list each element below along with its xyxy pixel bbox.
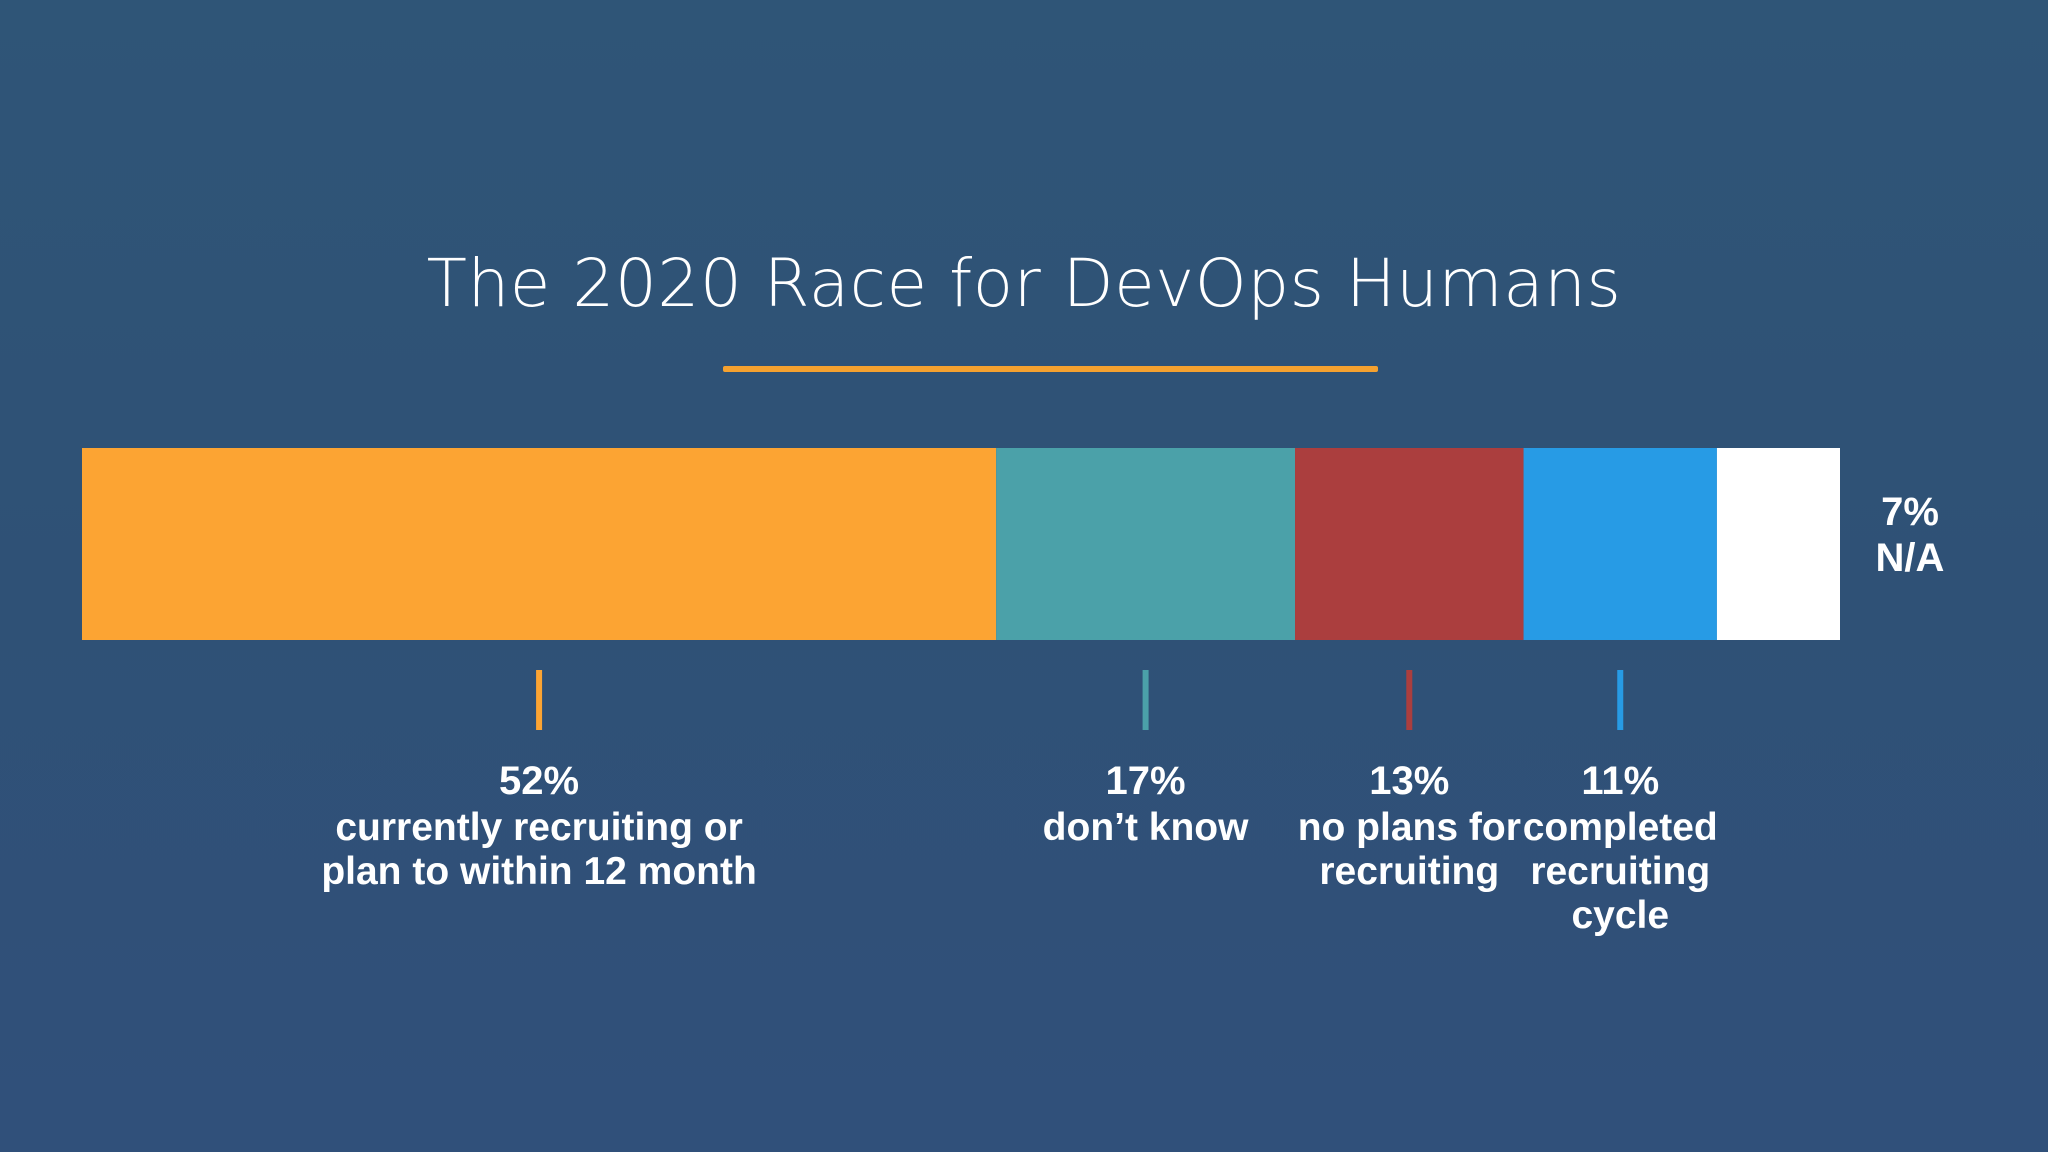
segment-category-label-5-line-1: N/A xyxy=(1876,536,1945,580)
segment-category-label-4-line-2: recruiting xyxy=(1530,850,1710,893)
segment-category-label-3-line-2: recruiting xyxy=(1319,850,1499,893)
segment-value-label-1: 52% xyxy=(499,759,579,803)
segment-category-label-2-line-1: don’t know xyxy=(1043,806,1249,849)
segment-tick-3 xyxy=(1406,670,1413,730)
segment-value-label-4: 11% xyxy=(1581,759,1659,803)
title-underline xyxy=(723,366,1378,372)
bar-segment-2 xyxy=(996,448,1296,640)
bar-segment-5 xyxy=(1716,448,1840,640)
segment-category-label-3-line-1: no plans for xyxy=(1298,806,1521,849)
segment-tick-1 xyxy=(536,670,543,730)
chart-title: The 2020 Race for DevOps Humans xyxy=(426,245,1622,322)
segment-value-label-2: 17% xyxy=(1106,759,1186,803)
segment-value-label-5: 7% xyxy=(1881,490,1939,534)
segment-tick-4 xyxy=(1617,670,1624,730)
segment-category-label-1-line-2: plan to within 12 month xyxy=(321,850,756,893)
segment-category-label-1-line-1: currently recruiting or xyxy=(335,806,742,849)
bar-segment-1 xyxy=(82,448,997,640)
segment-value-label-3: 13% xyxy=(1369,759,1449,803)
segment-category-label-4-line-1: completed xyxy=(1523,806,1718,849)
segment-category-label-4-line-3: cycle xyxy=(1571,894,1669,937)
segment-tick-2 xyxy=(1142,670,1149,730)
bar-segment-4 xyxy=(1523,448,1717,640)
bar-segment-3 xyxy=(1295,448,1524,640)
